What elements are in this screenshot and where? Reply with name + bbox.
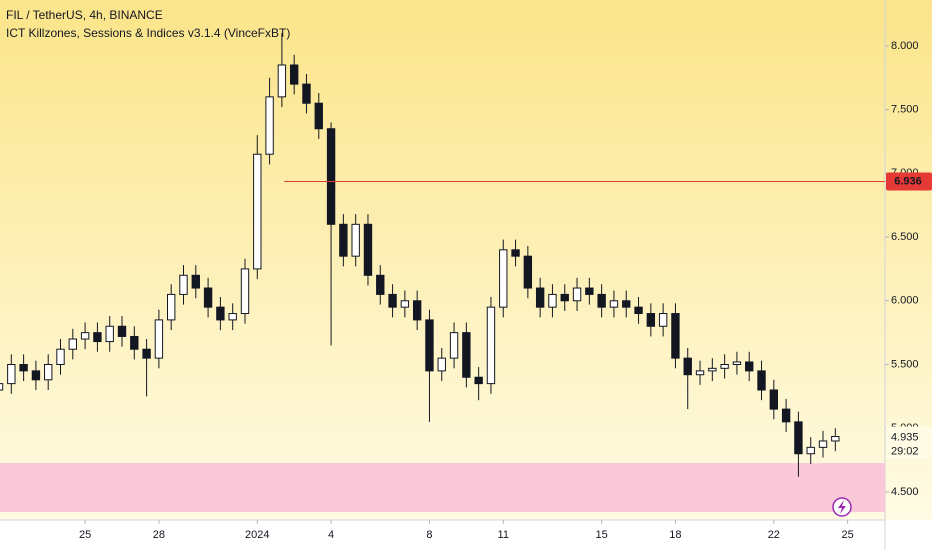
candle-body [314, 102, 323, 130]
candle-body [548, 293, 557, 308]
candle-body [19, 364, 28, 372]
killzone [0, 463, 885, 513]
candle-body [474, 376, 483, 385]
indicator-name: ICT Killzones, Sessions & Indices v3.1.4… [6, 26, 290, 40]
candle-body [708, 367, 717, 372]
candle-body [646, 313, 656, 327]
candle-body [425, 319, 434, 372]
candle-body [289, 64, 299, 85]
countdown-label: 29:02 [891, 445, 919, 457]
x-tick-label: 15 [596, 529, 608, 541]
candle-body [560, 293, 569, 302]
candle-body [7, 364, 16, 385]
candle-body [511, 249, 520, 257]
candle-body [818, 440, 828, 448]
x-tick-label: 11 [498, 529, 509, 541]
candle-body [634, 306, 643, 315]
candle-body [388, 293, 397, 308]
candle-body [769, 389, 779, 410]
candle-body [400, 300, 410, 308]
y-tick-label: 7.500 [891, 104, 919, 116]
y-tick-label: 6.500 [891, 231, 919, 243]
x-tick-label: 4 [328, 529, 334, 541]
candle-body [732, 361, 742, 366]
candle-body [597, 293, 606, 308]
y-tick-label: 5.500 [891, 358, 919, 370]
candle-body [806, 446, 815, 455]
x-tick-label: 25 [79, 529, 91, 541]
candle-body [179, 274, 188, 295]
x-tick-label: 22 [768, 529, 780, 541]
candle-body [191, 274, 200, 289]
candle-body [671, 313, 680, 359]
x-tick-label: 25 [841, 529, 853, 541]
plot [0, 33, 885, 513]
candle-body [167, 293, 176, 321]
background [0, 0, 932, 520]
candle-body [0, 383, 4, 391]
x-tick-label: 18 [669, 529, 681, 541]
candle-body [154, 319, 164, 359]
candle-body [31, 370, 41, 381]
y-tick-label: 4.500 [891, 486, 919, 498]
time-axis-area [0, 520, 932, 550]
candle-body [720, 364, 729, 369]
candle-body [240, 268, 250, 315]
candle-body [142, 348, 151, 359]
candle-body [351, 223, 360, 257]
x-tick-label: 2024 [245, 529, 269, 541]
candle-body [376, 274, 385, 295]
level-price-label: 6.936 [894, 175, 922, 187]
candle-body [609, 300, 619, 308]
candle-body [302, 83, 311, 104]
candle-body [683, 357, 692, 376]
lightning-icon[interactable] [832, 497, 852, 517]
candle-body [326, 128, 336, 225]
candle-body [363, 223, 373, 276]
candle-body [253, 153, 262, 270]
candle-body [437, 357, 446, 372]
candle-body [462, 332, 471, 378]
candle-body [499, 249, 508, 308]
y-tick-label: 6.000 [891, 295, 919, 307]
candle-body [277, 64, 287, 98]
candle-body [203, 287, 213, 308]
candle-body [44, 364, 53, 381]
candle-body [339, 223, 348, 257]
candle-body [535, 287, 545, 308]
chart-title: FIL / TetherUS, 4h, BINANCE [6, 8, 163, 22]
candle-body [585, 287, 594, 295]
candle-body [523, 255, 533, 289]
y-tick-label: 8.000 [891, 40, 919, 52]
candle-body [56, 348, 65, 366]
last-price-label: 4.935 [891, 431, 919, 443]
candle-body [130, 335, 139, 350]
x-tick-label: 28 [153, 529, 165, 541]
candle-body [781, 408, 791, 423]
candle-body [622, 300, 631, 308]
candle-body [216, 306, 225, 321]
last-price-box [886, 426, 932, 459]
candle-body [449, 332, 459, 359]
level-price-box [886, 172, 932, 191]
candle-body [757, 370, 766, 391]
candle-body [105, 325, 114, 343]
candle-body [80, 332, 90, 340]
candle-body [572, 287, 582, 302]
candle-body [412, 300, 422, 321]
candle-body [658, 313, 668, 327]
candle-body [695, 370, 705, 376]
candle-body [228, 313, 237, 321]
candle-body [794, 421, 803, 455]
candle-body [68, 338, 77, 350]
candle-body [486, 306, 496, 385]
candle-body [117, 325, 127, 337]
candle-body [831, 436, 840, 442]
candle-body [265, 96, 274, 155]
candle-body [93, 332, 102, 343]
candle-body [745, 361, 754, 372]
x-tick-label: 8 [426, 529, 432, 541]
